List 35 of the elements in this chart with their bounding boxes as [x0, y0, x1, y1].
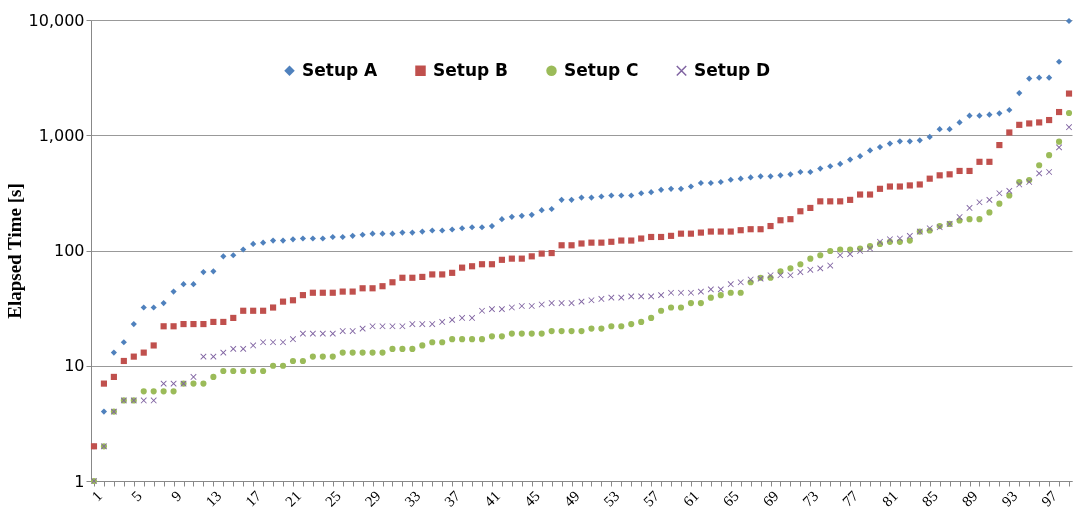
- x-tick-label: 21: [282, 487, 305, 510]
- x-tick-label: 33: [401, 487, 424, 510]
- legend-label: Setup D: [694, 59, 771, 80]
- x-tick-label: 5: [128, 487, 145, 505]
- y-tick-label: 10,000: [28, 10, 85, 30]
- x-tick-label: 49: [560, 487, 583, 510]
- x-tick-label: 9: [168, 487, 185, 505]
- x-tick-label: 37: [441, 487, 464, 510]
- x-tick-label: 97: [1038, 487, 1061, 510]
- legend-label: Setup C: [564, 59, 639, 80]
- x-tick-label: 45: [520, 487, 543, 510]
- x-tick-label: 53: [600, 487, 623, 510]
- legend-label: Setup B: [433, 59, 509, 80]
- x-tick-label: 89: [958, 487, 981, 510]
- x-tick-label: 57: [640, 487, 663, 510]
- x-tick-label: 13: [202, 487, 225, 510]
- y-tick-label: 1,000: [38, 125, 85, 145]
- y-tick-label: 100: [53, 241, 85, 260]
- x-tick-label: 93: [998, 487, 1021, 510]
- x-tick-label: 61: [680, 487, 703, 510]
- y-tick-label: 10: [64, 356, 85, 376]
- x-tick-label: 17: [242, 487, 265, 510]
- x-tick-label: 1: [88, 487, 106, 505]
- y-axis-title: Elapsed Time [s]: [3, 183, 25, 319]
- x-tick-label: 25: [321, 487, 344, 510]
- x-tick-label: 73: [799, 487, 822, 510]
- x-tick-label: 77: [839, 487, 862, 510]
- x-tick-label: 85: [918, 487, 941, 510]
- y-tick-label: 1: [74, 471, 85, 491]
- x-tick-label: 81: [879, 487, 902, 510]
- x-tick-label: 65: [719, 487, 742, 510]
- x-tick-label: 29: [361, 487, 384, 510]
- x-tick-label: 41: [481, 487, 504, 510]
- x-tick-label: 69: [759, 487, 782, 510]
- legend-label: Setup A: [302, 59, 379, 80]
